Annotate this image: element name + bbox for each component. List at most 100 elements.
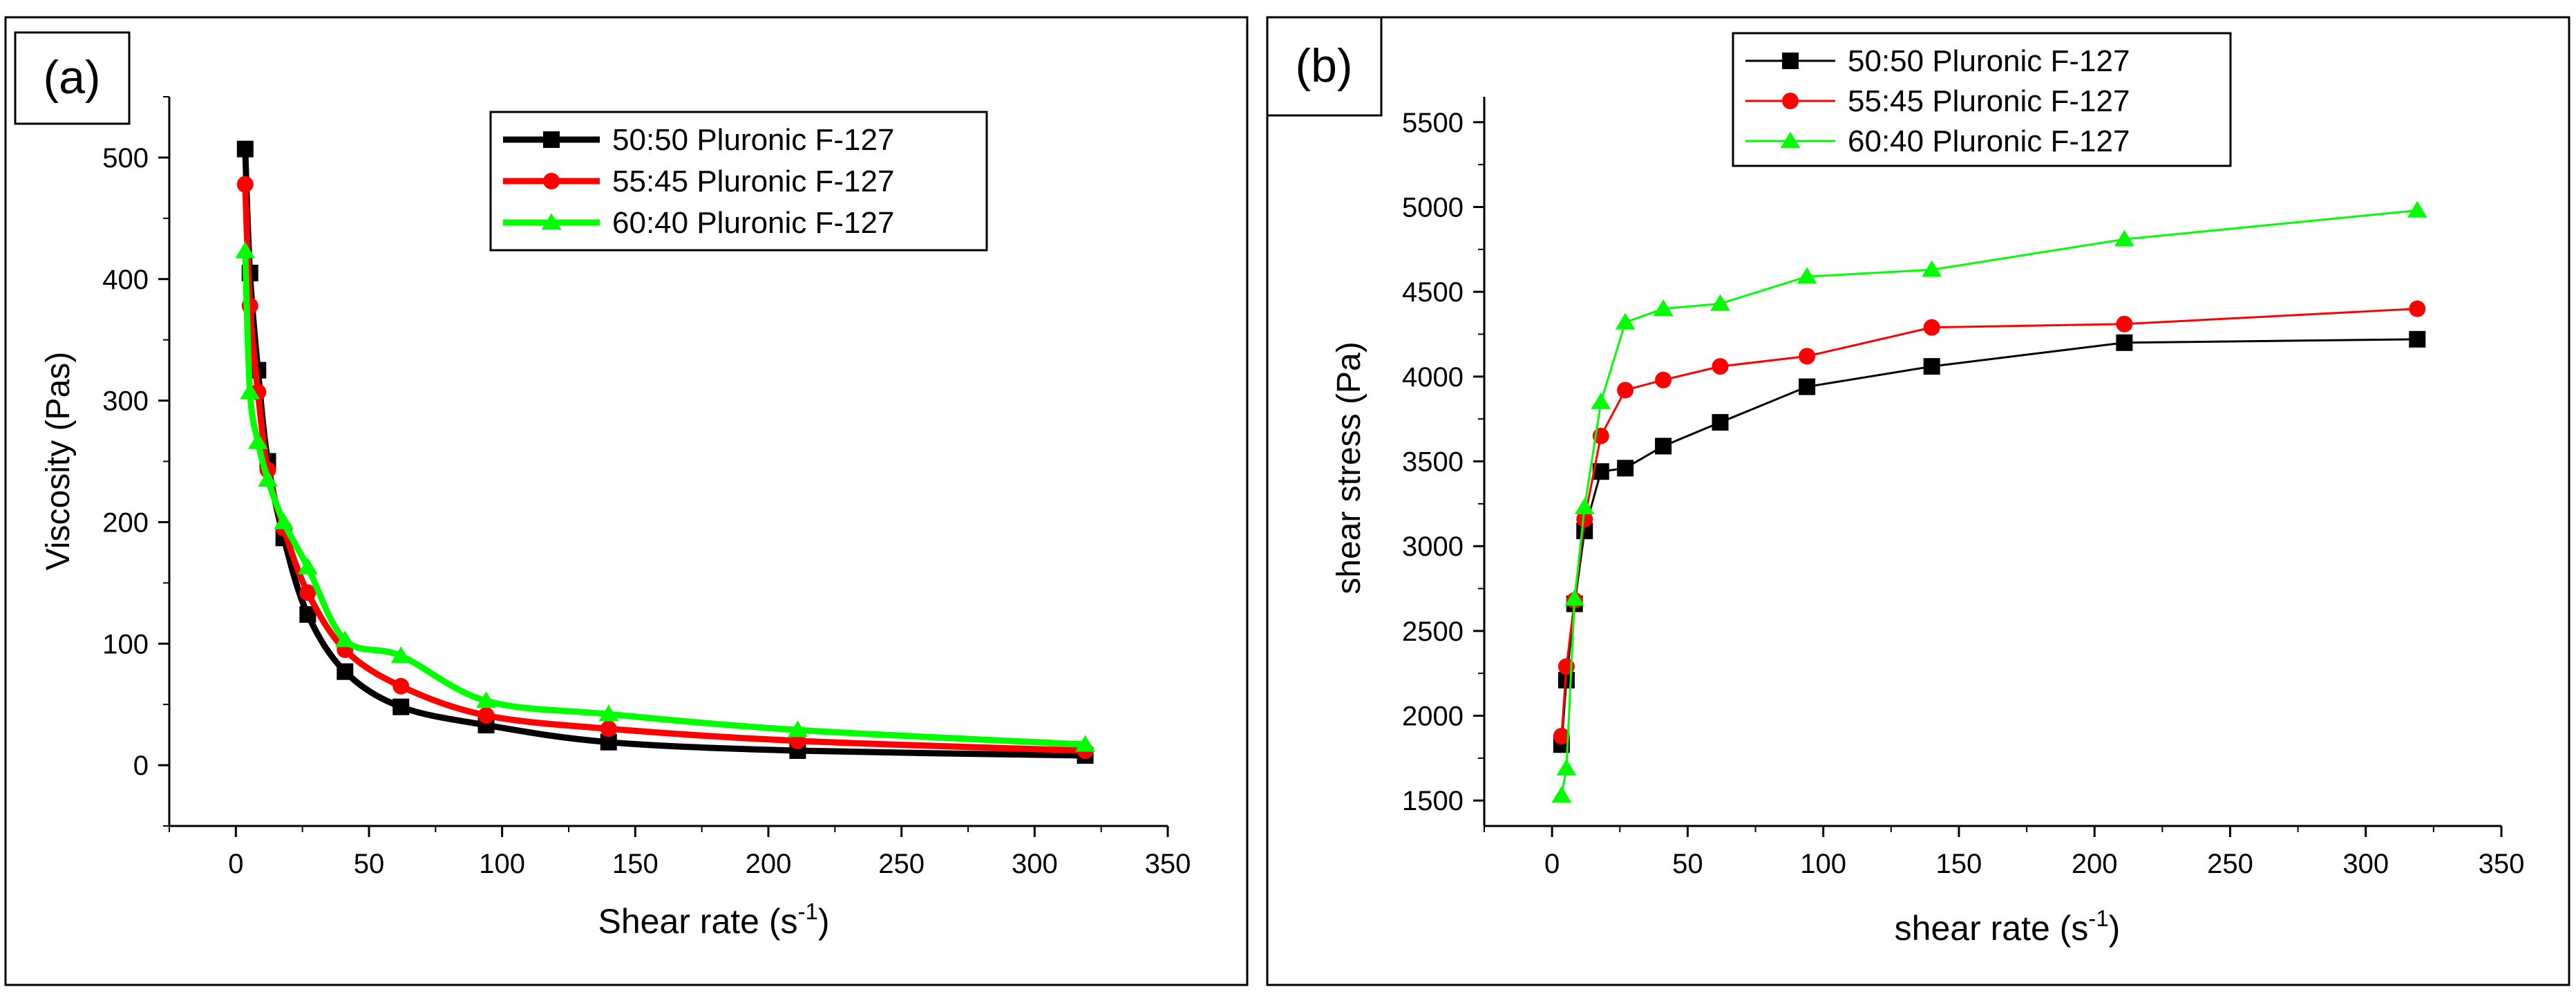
data-point-a-2 [236, 176, 254, 193]
data-point-a-1 [236, 140, 254, 158]
data-point-a-2 [600, 720, 617, 737]
data-point-a-3 [598, 704, 619, 722]
panel-a-label: (a) [43, 51, 100, 104]
data-point-b-3 [1615, 312, 1636, 330]
series-b-3 [1551, 200, 2427, 803]
x-tick-label-a: 300 [1012, 849, 1058, 879]
data-point-b-1 [1923, 358, 1940, 375]
data-point-b-3 [1574, 498, 1595, 515]
data-point-a-3 [247, 432, 268, 449]
legend-marker-a-2 [543, 173, 560, 189]
x-tick-label-a: 0 [228, 849, 243, 879]
data-point-b-2 [1655, 371, 1672, 388]
data-point-b-1 [1655, 438, 1672, 455]
data-point-b-3 [1710, 294, 1730, 311]
series-line-a-2 [242, 184, 1086, 754]
data-point-a-2 [392, 677, 410, 695]
data-point-b-2 [1576, 510, 1593, 527]
x-tick-label-a: 250 [878, 849, 925, 879]
y-axis-label-a: Viscosity (Pas) [40, 352, 77, 571]
legend-label-a-3: 60:40 Pluronic F-127 [612, 206, 894, 240]
data-point-a-2 [477, 706, 495, 724]
x-axis-label-b: shear rate (s-1) [1895, 905, 2121, 948]
data-point-b-2 [1799, 348, 1816, 365]
data-point-b-3 [1564, 589, 1585, 606]
y-tick-label-a: 200 [102, 507, 149, 538]
x-tick-label-b: 50 [1672, 849, 1703, 879]
x-tick-label-b: 150 [1936, 849, 1982, 879]
data-point-a-3 [334, 630, 355, 648]
legend-box-b [1732, 32, 2232, 167]
plot-area-b: 0 50 100 150 200 250 300 350 1500 2000 2500 3000 350… [1402, 32, 2525, 879]
data-point-a-2 [299, 584, 316, 601]
data-point-a-3 [258, 470, 278, 487]
legend-marker-b-3 [1780, 131, 1801, 149]
x-tick-label-b: 0 [1544, 849, 1560, 879]
y-tick-label-b: 5500 [1402, 108, 1464, 138]
data-point-a-3 [274, 512, 294, 529]
data-point-b-1 [1799, 378, 1816, 395]
y-tick-label-b: 1500 [1402, 786, 1464, 816]
data-point-a-3 [297, 557, 318, 574]
series-line-b-3 [1560, 209, 2418, 796]
y-tick-label-a: 500 [102, 143, 149, 173]
legend-marker-a-3 [541, 213, 562, 230]
data-point-b-3 [1556, 758, 1577, 776]
y-tick-label-b: 2500 [1402, 617, 1464, 647]
panel-a-viscosity-chart: (a) 0 50 100 150 200 250 300 350 0 100 200 300 400 50… [4, 16, 1249, 986]
y-tick-label-b: 3500 [1402, 447, 1464, 478]
y-axis-label-b: shear stress (Pa) [1331, 341, 1367, 594]
panel-b-label-box [1266, 16, 1383, 117]
y-tick-label-b: 2000 [1402, 702, 1464, 732]
data-point-b-3 [1653, 299, 1674, 316]
panel-a-label-box [14, 31, 131, 125]
data-point-a-1 [392, 698, 410, 715]
legend-label-a-1: 50:50 Pluronic F-127 [612, 123, 894, 157]
data-point-b-3 [2114, 229, 2134, 247]
legend-marker-a-1 [543, 131, 560, 148]
x-tick-label-a: 50 [354, 849, 385, 879]
y-tick-label-b: 5000 [1402, 192, 1464, 223]
y-tick-label-a: 100 [102, 629, 149, 659]
plot-area-a: 0 50 100 150 200 250 300 350 0 100 200 300 400 500 50:… [102, 96, 1191, 879]
data-point-b-3 [1591, 392, 1611, 409]
panel-b-label: (b) [1295, 39, 1352, 92]
data-point-b-3 [2407, 200, 2427, 218]
x-tick-label-b: 300 [2342, 849, 2389, 879]
data-point-b-2 [2409, 300, 2426, 317]
legend-a: 50:50 Pluronic F-127 55:45 Pluronic F-127… [489, 111, 988, 252]
y-tick-label-a: 300 [102, 386, 149, 417]
y-tick-label-b: 3000 [1402, 532, 1464, 562]
data-point-b-3 [1922, 260, 1942, 277]
x-tick-label-a: 150 [612, 849, 659, 879]
data-point-a-3 [476, 691, 496, 708]
data-point-b-3 [1797, 267, 1817, 284]
data-point-a-3 [240, 382, 261, 400]
legend-label-a-2: 55:45 Pluronic F-127 [612, 165, 894, 198]
data-point-a-3 [390, 646, 411, 664]
data-point-a-3 [235, 241, 256, 259]
data-point-b-1 [2116, 334, 2133, 351]
data-point-b-1 [1712, 414, 1729, 431]
data-point-a-3 [787, 720, 808, 737]
y-tick-label-a: 0 [133, 751, 149, 781]
x-tick-label-b: 350 [2479, 849, 2525, 879]
data-point-b-2 [1712, 358, 1729, 375]
data-point-b-2 [1553, 727, 1570, 744]
x-axis-label-a: Shear rate (s-1) [598, 899, 829, 941]
x-tick-label-a: 350 [1145, 849, 1191, 879]
data-point-b-2 [1923, 319, 1940, 336]
y-tick-label-b: 4000 [1402, 362, 1464, 393]
legend-marker-b-2 [1782, 93, 1799, 109]
y-tick-label-b: 4500 [1402, 277, 1464, 308]
data-point-b-2 [2116, 315, 2133, 332]
y-tick-label-a: 400 [102, 265, 149, 295]
series-a-3 [235, 241, 1095, 752]
x-tick-label-b: 250 [2207, 849, 2253, 879]
data-point-a-3 [1075, 735, 1095, 752]
legend-label-b-2: 55:45 Pluronic F-127 [1848, 84, 2130, 118]
data-point-b-2 [1617, 382, 1634, 399]
x-tick-label-b: 100 [1800, 849, 1846, 879]
legend-label-b-1: 50:50 Pluronic F-127 [1848, 44, 2130, 78]
